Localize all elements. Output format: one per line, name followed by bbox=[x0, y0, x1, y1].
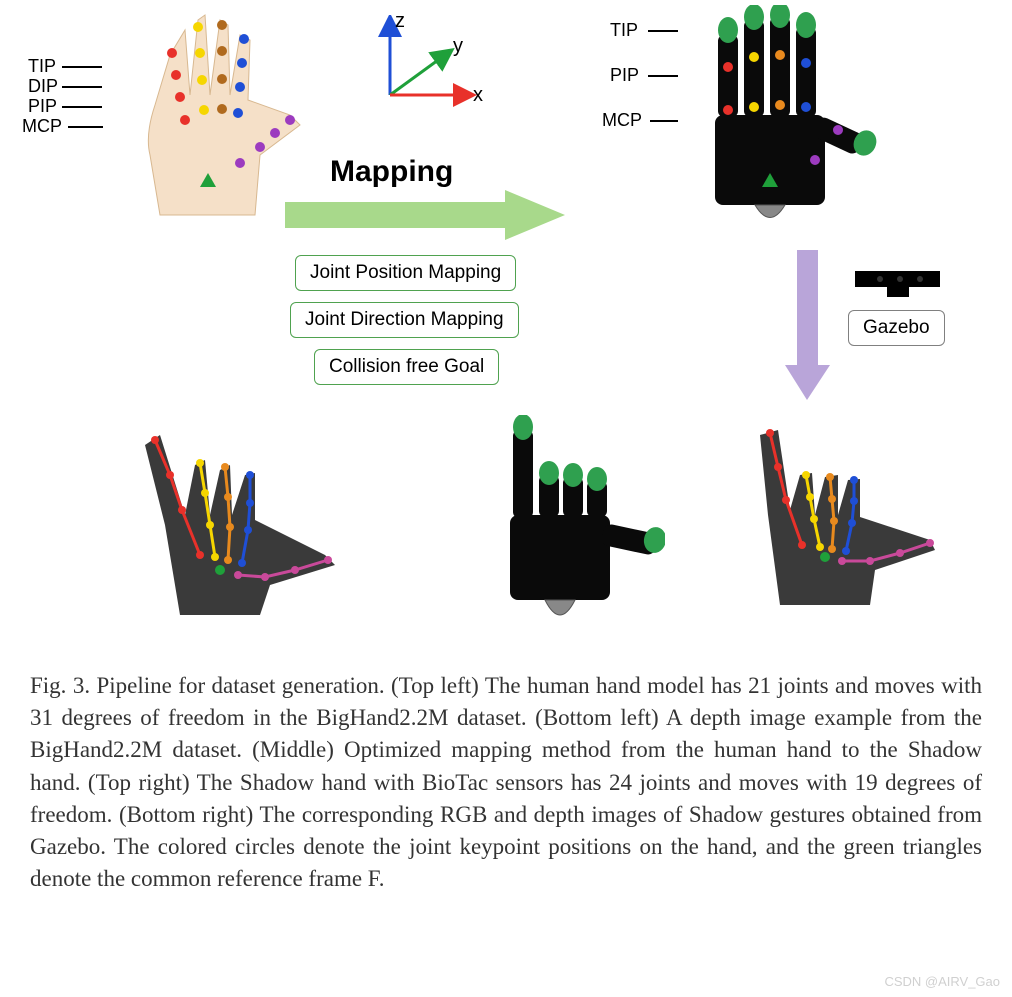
gazebo-label: Gazebo bbox=[848, 310, 945, 346]
label-mcp-left: MCP bbox=[22, 116, 62, 137]
label-line bbox=[650, 120, 678, 122]
label-tip-left: TIP bbox=[28, 56, 56, 77]
robot-depth-gesture bbox=[720, 415, 940, 635]
label-line bbox=[62, 86, 102, 88]
label-pip-right: PIP bbox=[610, 65, 639, 86]
mapping-box-2: Joint Direction Mapping bbox=[290, 302, 519, 338]
figure-caption: Fig. 3. Pipeline for dataset generation.… bbox=[30, 670, 982, 895]
axis-x-label: x bbox=[473, 84, 483, 107]
label-line bbox=[62, 106, 102, 108]
caption-area: Fig. 3. Pipeline for dataset generation.… bbox=[0, 650, 1012, 905]
robot-hand bbox=[660, 5, 880, 240]
watermark: CSDN @AIRV_Gao bbox=[884, 974, 1000, 989]
mapping-box-1: Joint Position Mapping bbox=[295, 255, 516, 291]
mapping-box-3: Collision free Goal bbox=[314, 349, 499, 385]
axis-z-label: z bbox=[395, 10, 405, 33]
coordinate-axes-icon bbox=[370, 15, 490, 115]
label-mcp-right: MCP bbox=[602, 110, 642, 131]
mapping-arrow-icon bbox=[285, 190, 565, 240]
robot-rgb-gesture bbox=[455, 415, 665, 635]
label-tip-right: TIP bbox=[610, 20, 638, 41]
depth-human-hand bbox=[110, 415, 340, 625]
figure-area: TIP DIP PIP MCP z y x bbox=[0, 0, 1012, 650]
label-line bbox=[648, 30, 678, 32]
label-line bbox=[62, 66, 102, 68]
axis-y-label: y bbox=[453, 35, 463, 58]
label-line bbox=[68, 126, 103, 128]
label-dip-left: DIP bbox=[28, 76, 58, 97]
gazebo-arrow-icon bbox=[785, 250, 830, 400]
kinect-sensor-icon bbox=[855, 265, 945, 300]
label-line bbox=[648, 75, 678, 77]
label-pip-left: PIP bbox=[28, 96, 57, 117]
mapping-title: Mapping bbox=[330, 155, 453, 189]
